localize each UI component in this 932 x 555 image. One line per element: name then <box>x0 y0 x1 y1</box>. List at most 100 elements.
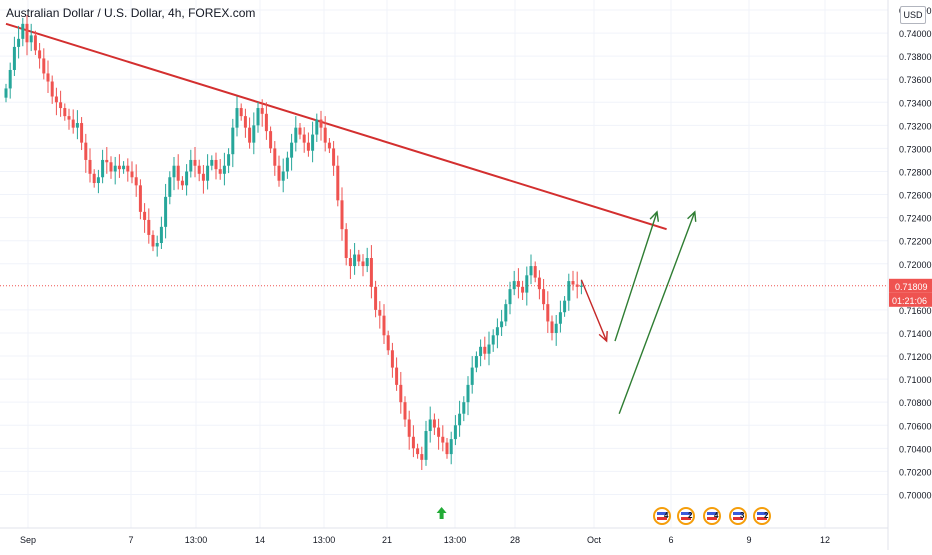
y-tick-label: 0.71600 <box>899 306 932 316</box>
candle-body <box>395 367 399 385</box>
candle-body <box>63 108 67 117</box>
y-tick-label: 0.70600 <box>899 421 932 431</box>
candle-body <box>21 23 25 39</box>
resistance-trendline[interactable] <box>5 22 667 231</box>
candle-body <box>248 127 252 143</box>
green-projection-arrow-head <box>649 210 660 222</box>
candle-body <box>180 180 184 186</box>
candle-body <box>357 254 361 262</box>
candle-body <box>235 108 239 128</box>
candle-body <box>386 335 390 351</box>
currency-button[interactable]: USD <box>900 6 926 24</box>
candle-body <box>38 50 42 59</box>
green-projection-arrow <box>614 211 658 342</box>
candle-body <box>495 327 499 336</box>
candle-body <box>491 335 495 345</box>
candle-body <box>285 157 289 172</box>
y-tick-label: 0.72000 <box>899 260 932 270</box>
candle-body <box>516 281 520 287</box>
candle-body <box>563 300 567 313</box>
candle-body <box>206 165 210 181</box>
candle-body <box>487 344 491 354</box>
event-badge[interactable]: 4 <box>703 507 721 525</box>
candle-body <box>546 304 550 322</box>
candle-body <box>290 142 294 158</box>
candle-body <box>222 165 226 174</box>
candle-body <box>218 169 222 174</box>
event-badge[interactable]: 4 <box>653 507 671 525</box>
candle-body <box>353 254 357 267</box>
candle-body <box>407 419 411 437</box>
green-projection-arrow <box>618 211 696 414</box>
candle-body <box>277 165 281 181</box>
flag-stripe-icon <box>757 517 767 520</box>
candle-body <box>500 321 504 328</box>
candle-body <box>399 384 403 403</box>
event-badge[interactable]: 3 <box>729 507 747 525</box>
candle-body <box>33 35 37 51</box>
x-tick-label: 9 <box>746 535 751 545</box>
candle-body <box>437 427 441 437</box>
candle-body <box>369 258 373 287</box>
event-count: 4 <box>714 511 719 520</box>
red-projection-arrow <box>580 279 608 342</box>
grid <box>0 0 888 528</box>
y-tick-label: 0.71400 <box>899 329 932 339</box>
event-badge[interactable]: 2 <box>753 507 771 525</box>
last-price-tag: 0.71809 01:21:06 <box>889 278 932 307</box>
candle-body <box>147 219 151 235</box>
candle-body <box>96 177 100 184</box>
candle-body <box>579 285 583 287</box>
event-count: 3 <box>740 511 745 520</box>
candle-body <box>525 275 529 293</box>
candle-body <box>105 159 109 163</box>
y-tick-label: 0.71200 <box>899 352 932 362</box>
flag-stripe-icon <box>681 517 691 520</box>
candle-body <box>29 35 33 43</box>
candle-body <box>315 119 319 135</box>
x-tick-label: 28 <box>510 535 520 545</box>
candle-body <box>294 127 298 143</box>
candle-body <box>185 171 189 186</box>
event-badge[interactable]: 2 <box>677 507 695 525</box>
y-tick-label: 0.72800 <box>899 167 932 177</box>
flag-stripe-icon <box>707 512 717 515</box>
candle-body <box>159 226 163 244</box>
candle-body <box>508 289 512 305</box>
y-tick-label: 0.74000 <box>899 29 932 39</box>
y-tick-label: 0.73200 <box>899 121 932 131</box>
candle-body <box>113 165 117 172</box>
candle-body <box>466 384 470 403</box>
candle-body <box>71 119 75 128</box>
y-tick-label: 0.71000 <box>899 375 932 385</box>
x-tick-label: 13:00 <box>313 535 336 545</box>
candle-body <box>302 134 306 143</box>
candle-body <box>243 116 247 128</box>
candle-body <box>403 402 407 420</box>
candle-body <box>449 439 453 455</box>
candle-body <box>252 125 256 143</box>
y-tick-label: 0.72600 <box>899 191 932 201</box>
y-tick-label: 0.72200 <box>899 237 932 247</box>
y-tick-label: 0.70000 <box>899 490 932 500</box>
candle-body <box>126 165 130 172</box>
candle-body <box>75 123 79 128</box>
candles <box>4 15 583 471</box>
candle-body <box>155 243 159 247</box>
candle-body <box>575 284 579 287</box>
candle-body <box>201 173 205 181</box>
candle-body <box>529 266 533 276</box>
candle-body <box>504 304 508 322</box>
candle-body <box>197 165 201 174</box>
event-count: 2 <box>688 511 693 520</box>
candle-body <box>445 442 449 455</box>
candle-body <box>164 196 168 227</box>
y-tick-label: 0.72400 <box>899 214 932 224</box>
y-tick-label: 0.73600 <box>899 75 932 85</box>
candle-body <box>558 312 562 324</box>
candle-body <box>176 165 180 181</box>
countdown-tag-bg <box>889 292 932 307</box>
